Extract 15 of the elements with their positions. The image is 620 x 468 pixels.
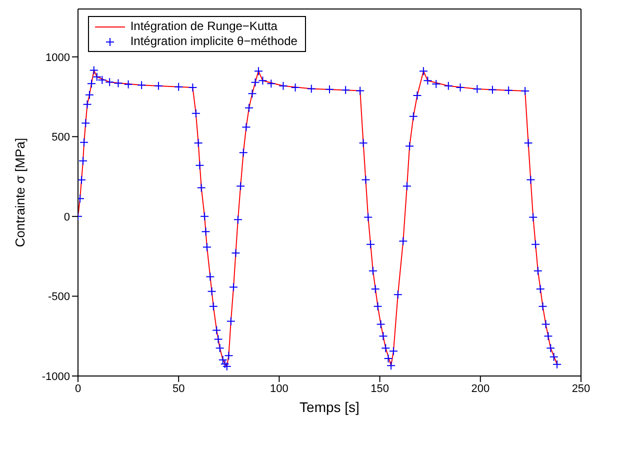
y-tick-label: 500 [52, 132, 70, 144]
x-tick-label: 150 [370, 382, 389, 395]
y-tick-label: 1000 [46, 52, 70, 64]
y-tick-label: -500 [48, 291, 70, 304]
x-axis-title: Temps [s] [300, 399, 360, 415]
legend-label: Intégration de Runge−Kutta [129, 19, 278, 34]
x-tick-label: 0 [74, 382, 82, 395]
legend-label: Intégration implicite θ−méthode [129, 34, 298, 49]
x-tick-label: 200 [471, 382, 490, 395]
y-axis-title: Contrainte σ [MPa] [12, 138, 28, 248]
x-tick-label: 50 [172, 382, 185, 395]
x-tick-label: 100 [270, 382, 288, 395]
y-tick-label: -1000 [42, 370, 70, 383]
y-tick-label: 0 [64, 211, 70, 224]
x-tick-label: 250 [572, 382, 590, 395]
